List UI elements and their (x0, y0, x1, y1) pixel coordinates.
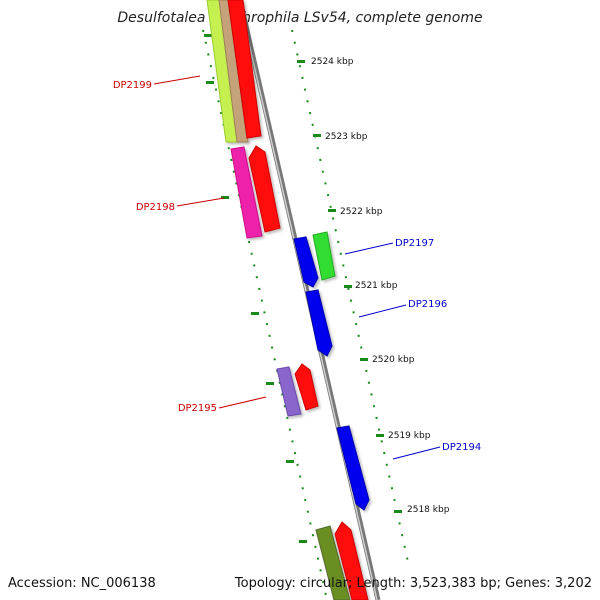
label-leader-line (176, 197, 225, 207)
label-leader-line (153, 75, 201, 85)
gene-feature[interactable] (227, 0, 262, 139)
gene-label-dp2197[interactable]: DP2197 (395, 238, 434, 249)
gene-feature[interactable] (293, 236, 319, 288)
scale-label: 2520 kbp (372, 355, 415, 365)
label-leader-line (344, 242, 394, 255)
genome-summary-text: Topology: circular; Length: 3,523,383 bp… (234, 576, 592, 591)
scale-tick-marks (297, 60, 402, 513)
gene-feature[interactable] (294, 363, 319, 411)
scale-label: 2524 kbp (311, 57, 354, 67)
gene-feature[interactable] (334, 521, 369, 600)
gene-label-dp2198[interactable]: DP2198 (136, 202, 175, 213)
gene-feature[interactable] (315, 525, 351, 600)
scale-label: 2519 kbp (388, 431, 431, 441)
gene-feature[interactable] (248, 145, 281, 233)
gene-feature[interactable] (336, 425, 370, 511)
scale-label: 2521 kbp (355, 281, 398, 291)
inner-tick-marks (204, 34, 307, 543)
gene-label-dp2195[interactable]: DP2195 (178, 403, 217, 414)
gene-label-dp2196[interactable]: DP2196 (408, 299, 447, 310)
scale-label: 2522 kbp (340, 207, 383, 217)
gene-feature[interactable] (218, 0, 249, 143)
gene-feature[interactable] (276, 366, 302, 417)
label-leader-line (392, 446, 441, 460)
scale-label: 2518 kbp (407, 505, 450, 515)
gene-feature[interactable] (305, 289, 333, 357)
gene-feature[interactable] (230, 146, 263, 239)
scale-label: 2523 kbp (325, 132, 368, 142)
accession-text: Accession: NC_006138 (8, 576, 156, 591)
gene-feature[interactable] (312, 231, 336, 281)
scale-labels: 2524 kbp 2523 kbp 2522 kbp 2521 kbp 2520… (311, 57, 450, 515)
label-leader-line (358, 304, 407, 318)
gene-label-dp2199[interactable]: DP2199 (113, 80, 152, 91)
gene-label-dp2194[interactable]: DP2194 (442, 442, 481, 453)
label-leader-line (218, 396, 267, 409)
genome-title: Desulfotalea psychrophila LSv54, complet… (117, 10, 482, 26)
